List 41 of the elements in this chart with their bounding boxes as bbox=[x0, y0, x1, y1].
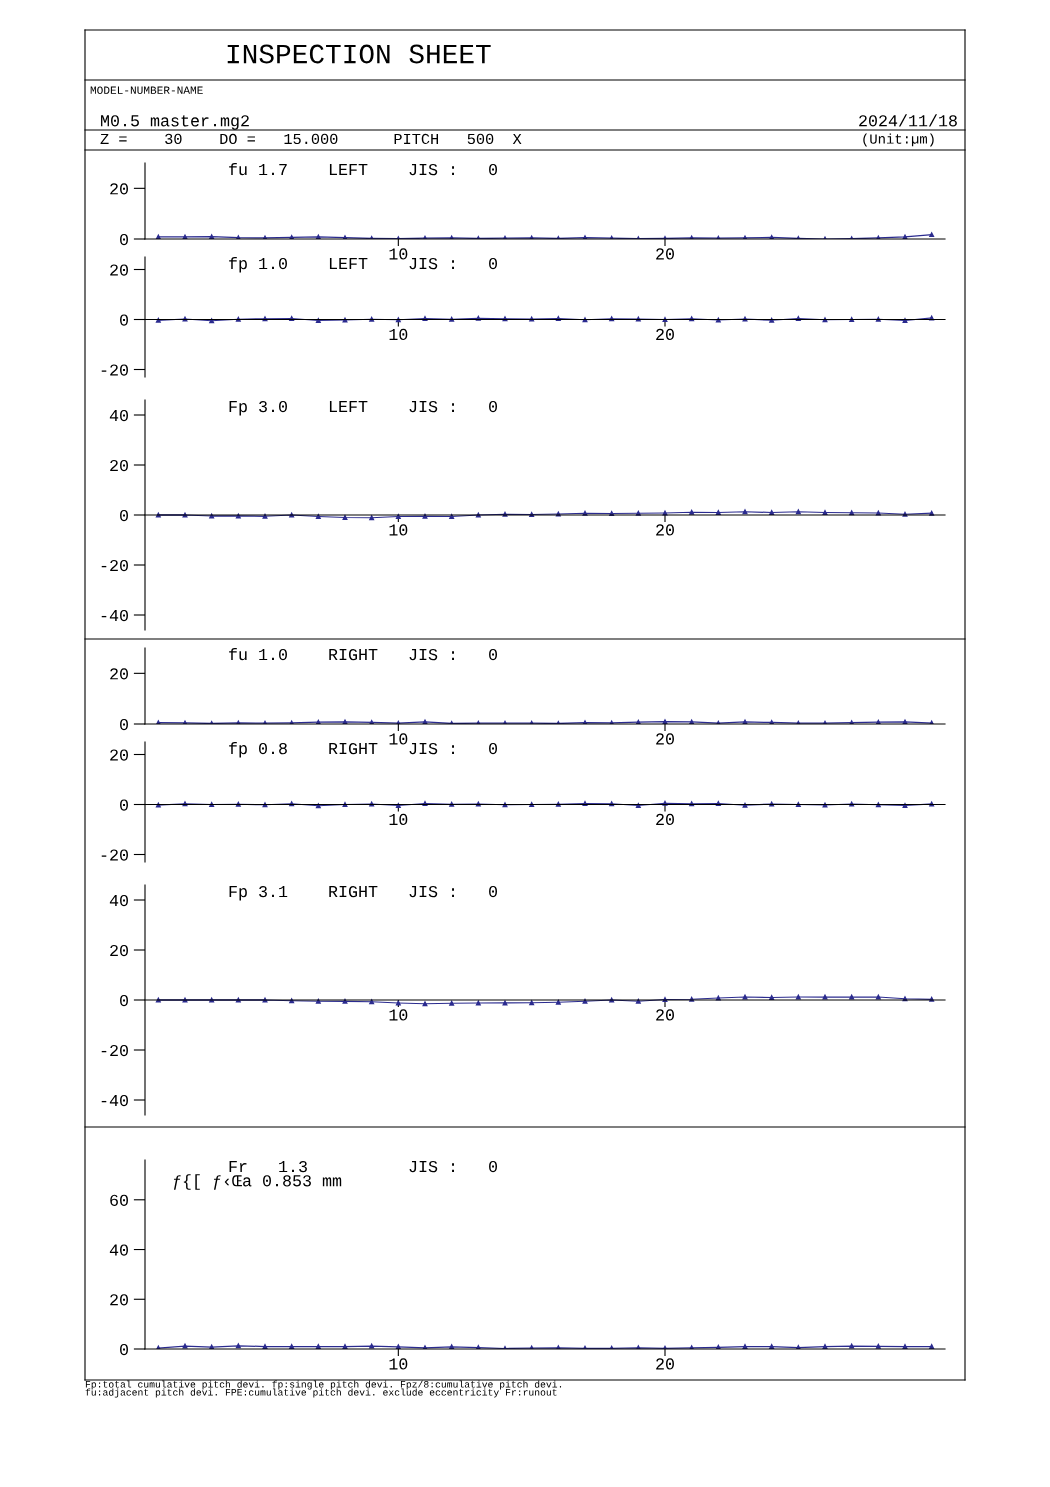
y-tick-label: 20 bbox=[110, 944, 128, 957]
y-tick-label: 0 bbox=[120, 314, 128, 326]
y-tick-label: 40 bbox=[109, 1244, 128, 1256]
y-tick-label: 20 bbox=[110, 668, 128, 680]
chart-title: Fp 3.1 RIGHT JIS : 0 bbox=[229, 885, 498, 901]
y-tick-label: 0 bbox=[120, 509, 128, 522]
y-tick-label: 60 bbox=[110, 1194, 128, 1206]
chart-title: fu 1.0 RIGHT JIS : 0 bbox=[229, 648, 498, 661]
y-tick-label: 0 bbox=[120, 1343, 128, 1356]
y-tick-label: 40 bbox=[109, 409, 128, 422]
y-tick-label: 20 bbox=[110, 1294, 128, 1306]
text: INSPECTION SHEET bbox=[227, 44, 491, 64]
text: M0.5 master.mg2 bbox=[101, 115, 249, 130]
x-tick-label: 10 bbox=[389, 328, 408, 341]
chart-title: Fp 3.0 LEFT JIS : 0 bbox=[229, 400, 498, 416]
y-tick-label: 0 bbox=[120, 799, 128, 811]
text: 2024/11/18 bbox=[859, 114, 957, 127]
y-tick-label: 20 bbox=[110, 459, 128, 472]
text: (Unit:µm) bbox=[863, 133, 934, 147]
y-tick-label: -20 bbox=[101, 559, 128, 572]
y-tick-label: -40 bbox=[101, 1094, 128, 1107]
y-tick-label: 20 bbox=[110, 264, 128, 276]
y-tick-label: -20 bbox=[101, 364, 128, 376]
chart-title: Fr 1.3 JIS : 0 bbox=[229, 1160, 498, 1173]
x-tick-label: 10 bbox=[389, 524, 408, 536]
y-tick-label: 20 bbox=[110, 749, 128, 761]
x-tick-label: 10 bbox=[389, 813, 408, 826]
y-tick-label: 0 bbox=[120, 233, 128, 246]
text: MODEL-NUMBER-NAME bbox=[90, 86, 203, 94]
x-tick-label: 10 bbox=[389, 1009, 408, 1021]
x-tick-label: 10 bbox=[389, 1358, 408, 1370]
y-tick-label: 40 bbox=[109, 894, 128, 907]
y-tick-label: -20 bbox=[101, 1044, 128, 1057]
text: Z = 30 DO = 15.000 PITCH 500 X bbox=[100, 133, 522, 145]
y-tick-label: -40 bbox=[101, 609, 128, 622]
annotation: ƒ{[ ƒ‹Œa 0.853 mm bbox=[173, 1174, 342, 1190]
y-tick-label: 0 bbox=[120, 718, 128, 731]
chart-title: fu 1.7 LEFT JIS : 0 bbox=[229, 163, 498, 176]
y-tick-label: 0 bbox=[120, 994, 128, 1007]
y-tick-label: 20 bbox=[110, 183, 128, 195]
y-tick-label: -20 bbox=[101, 849, 128, 861]
